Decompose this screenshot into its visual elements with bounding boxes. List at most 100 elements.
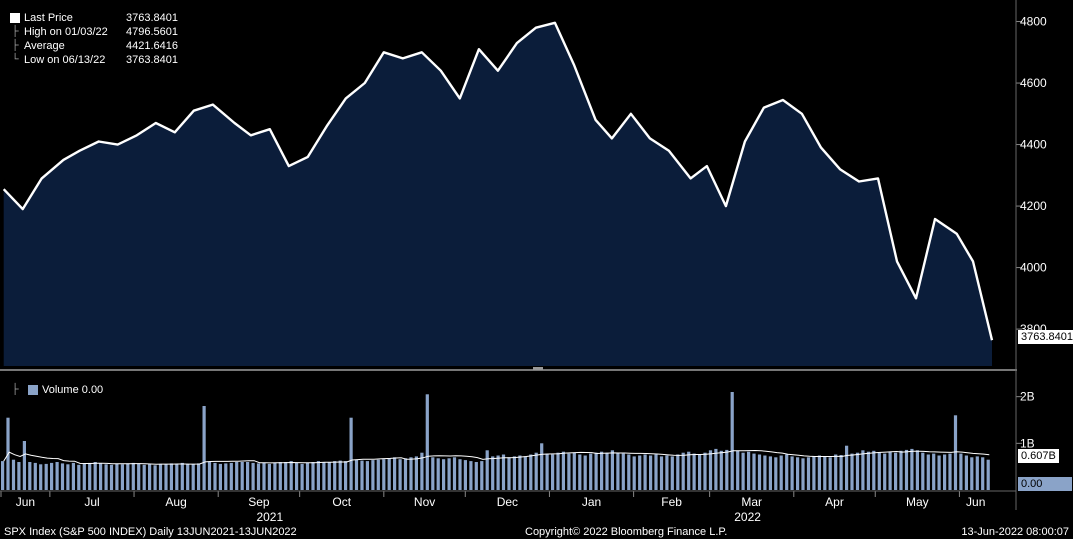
volume-bar (725, 449, 729, 490)
price-y-axis: 380040004200440046004800 (1016, 15, 1047, 336)
x-month-label: Jan (582, 495, 601, 509)
volume-bar (60, 463, 65, 490)
volume-bar (529, 454, 533, 490)
volume-bar (534, 452, 538, 490)
volume-bar (458, 459, 462, 490)
volume-bar (295, 462, 299, 490)
price-legend[interactable]: Last Price 3763.8401 ├ High on 01/03/22 479… (4, 10, 190, 68)
volume-bar (932, 453, 936, 490)
volume-bar (338, 460, 342, 490)
volume-bar (11, 459, 16, 490)
volume-bar (975, 456, 979, 490)
volume-bar (948, 453, 952, 490)
panel-divider-handle[interactable] (533, 367, 543, 370)
volume-bar (703, 452, 707, 490)
volume-bar (643, 454, 647, 490)
volume-bar (594, 452, 598, 490)
high-label: High on 01/03/22 (24, 26, 108, 38)
volume-bar (834, 454, 838, 490)
volume-bar (964, 455, 968, 490)
high-value: 4796.5601 (126, 26, 178, 38)
volume-bar (1, 461, 5, 490)
volume-bar (33, 462, 37, 490)
volume-bar (120, 464, 124, 490)
y-tick-label: 4000 (1020, 261, 1047, 275)
volume-bar (845, 445, 849, 490)
volume-bar (485, 450, 489, 490)
volume-y-tick-label: 1B (1020, 436, 1035, 450)
volume-bar (262, 462, 266, 490)
volume-bar (431, 457, 435, 490)
volume-bar (452, 457, 457, 490)
volume-bar (676, 454, 680, 490)
volume-bar (327, 462, 331, 490)
volume-bar (670, 456, 674, 490)
volume-bar (420, 452, 424, 490)
volume-bar (267, 463, 271, 490)
volume-bar (77, 464, 81, 490)
volume-bar (224, 463, 228, 490)
volume-bar (28, 462, 32, 490)
volume-bar (790, 456, 794, 490)
volume-bar (104, 464, 108, 490)
volume-bar (627, 454, 631, 490)
volume-bar (393, 457, 397, 490)
volume-bar (638, 455, 642, 490)
volume-bar (632, 456, 636, 490)
volume-bar (235, 462, 239, 490)
volume-bar (371, 460, 375, 490)
volume-bar (213, 462, 217, 490)
y-tick-label: 4200 (1020, 199, 1047, 213)
volume-bar (817, 455, 821, 490)
volume-bar (616, 452, 620, 490)
volume-bar (953, 415, 958, 490)
volume-bar (512, 456, 516, 490)
volume-bar (708, 450, 713, 490)
volume-bar (894, 452, 898, 490)
volume-bar (730, 392, 734, 490)
volume-bar (403, 458, 408, 490)
volume-bar (801, 458, 805, 490)
volume-bar (44, 463, 48, 490)
volume-bar (888, 451, 892, 490)
last-price-swatch (10, 13, 20, 23)
volume-bar (768, 456, 772, 490)
volume-average-badge: 0.607B (1018, 449, 1059, 463)
x-month-label: Jun (966, 495, 985, 509)
volume-bar (714, 448, 718, 490)
volume-bar (921, 452, 925, 490)
volume-legend[interactable]: ├ Volume 0.00 (4, 382, 118, 398)
volume-bar (322, 462, 326, 490)
volume-bar (365, 461, 369, 490)
volume-y-axis: 1B 2B (1016, 390, 1035, 450)
volume-bar (109, 464, 114, 490)
volume-bar (442, 459, 446, 490)
tree-branch-icon: ├ (11, 384, 19, 395)
volume-bar (828, 457, 832, 490)
x-month-label: Dec (497, 495, 518, 509)
volume-bar (197, 463, 201, 490)
volume-bar (153, 465, 157, 490)
low-label: Low on 06/13/22 (24, 54, 106, 66)
volume-bar (779, 455, 783, 490)
volume-bar (659, 456, 664, 490)
volume-bar (796, 457, 800, 490)
volume-bar (207, 462, 212, 490)
volume-bar (126, 463, 130, 490)
volume-bar (39, 464, 43, 490)
volume-bar (681, 452, 685, 490)
volume-y-tick-label: 2B (1020, 390, 1035, 404)
volume-bar (986, 459, 990, 490)
volume-bar (877, 452, 881, 490)
volume-bar (251, 462, 255, 490)
volume-bar (806, 457, 811, 490)
last-price-label: Last Price (24, 12, 73, 24)
volume-bar (561, 451, 565, 490)
volume-bar (202, 406, 206, 490)
volume-bar (567, 453, 571, 490)
volume-bar (82, 463, 86, 490)
volume-bar (621, 453, 625, 490)
volume-bar (943, 454, 947, 490)
x-month-label: Mar (741, 495, 762, 509)
volume-bar (937, 455, 941, 490)
